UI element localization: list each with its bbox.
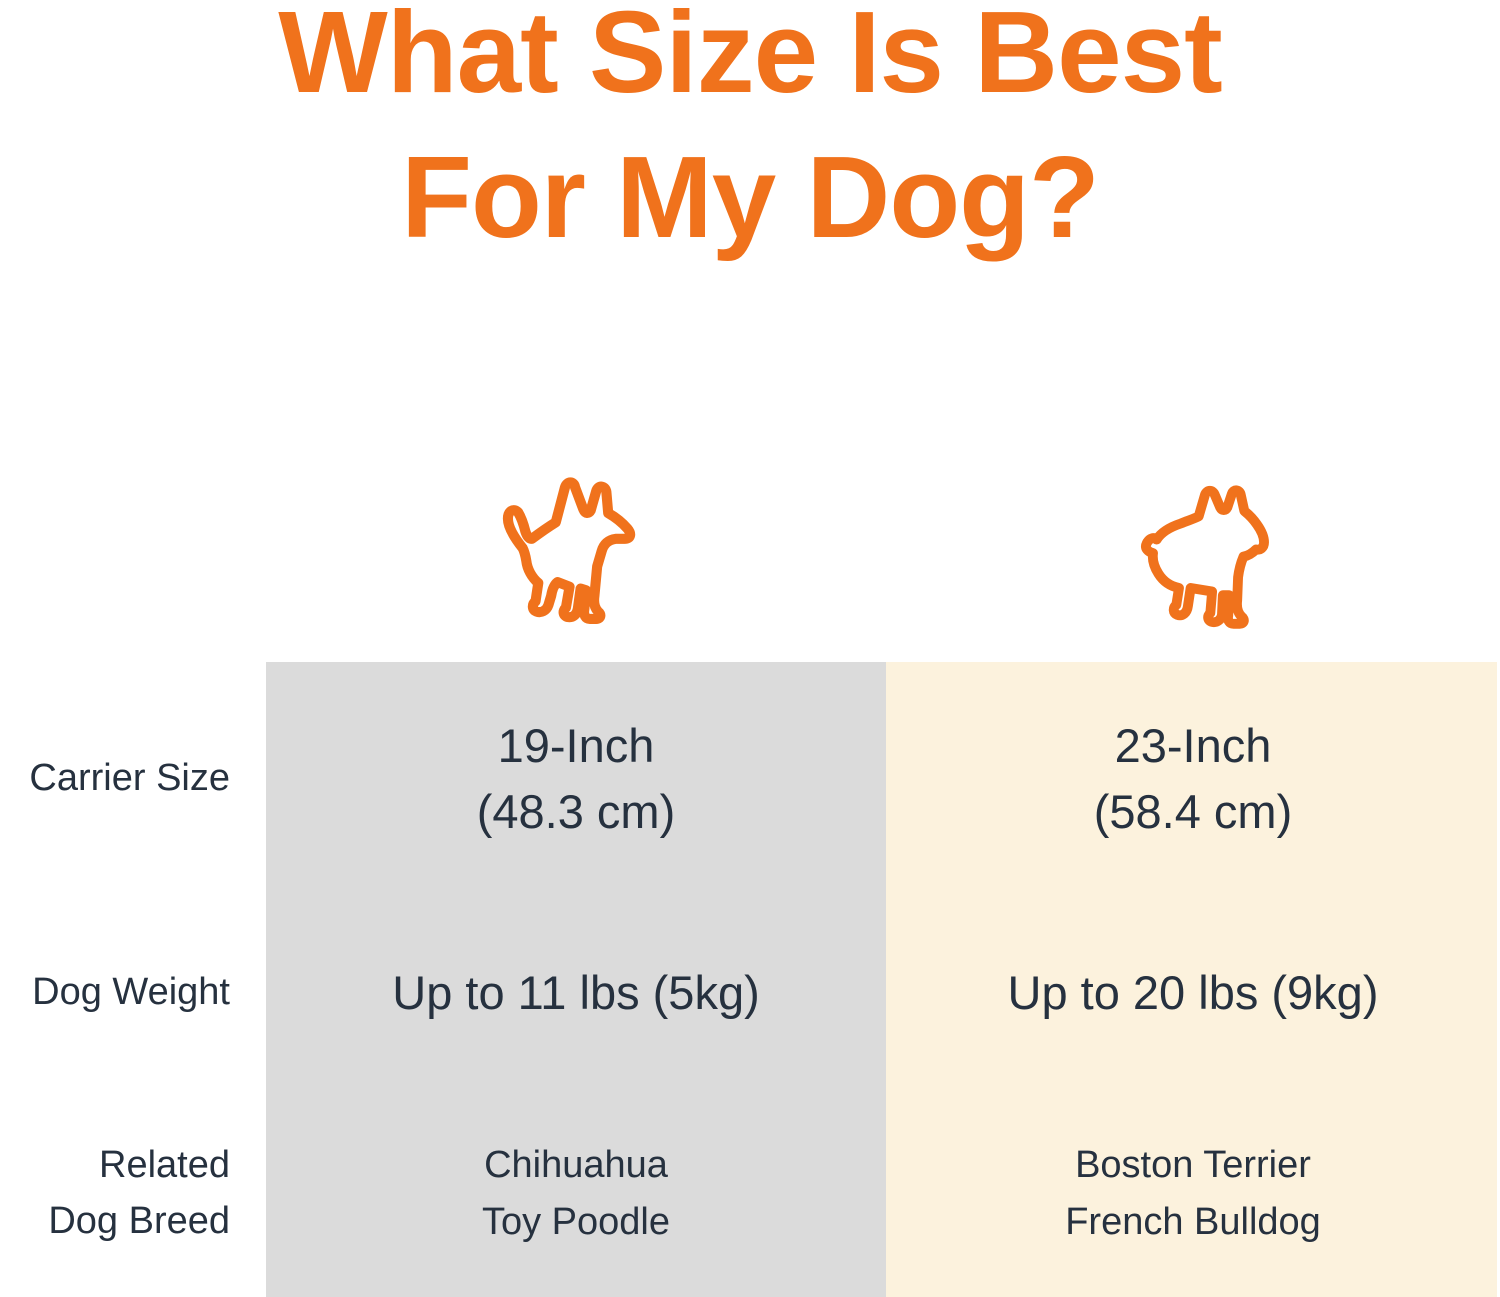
left-dog-weight-cell: Up to 11 lbs (5kg)	[266, 895, 886, 1090]
right-breed-cell: Boston Terrier French Bulldog	[886, 1090, 1500, 1297]
right-dog-weight-cell: Up to 20 lbs (9kg)	[886, 895, 1500, 1090]
right-option-column-background	[886, 662, 1497, 1297]
left-breed-line2: Toy Poodle	[481, 1200, 670, 1243]
left-breed-line1: Chihuahua	[484, 1143, 668, 1186]
carrier-size-label: Carrier Size	[29, 756, 230, 799]
row-label-carrier-size: Carrier Size	[0, 662, 266, 895]
chihuahua-outline-icon	[502, 477, 636, 624]
related-breed-label-line1: Related	[99, 1144, 230, 1187]
left-carrier-size-value: 19-Inch	[497, 718, 655, 772]
medium-dog-icon-wrap	[1102, 476, 1290, 648]
page-title: What Size Is Best For My Dog?	[0, 0, 1500, 270]
left-carrier-size-cell: 19-Inch (48.3 cm)	[266, 662, 886, 895]
page-title-line1: What Size Is Best	[278, 0, 1222, 117]
french-bulldog-outline-icon	[1141, 485, 1269, 629]
right-carrier-size-metric: (58.4 cm)	[1093, 784, 1293, 838]
page-title-line2: For My Dog?	[401, 132, 1100, 262]
row-label-related-breed: Related Dog Breed	[0, 1090, 266, 1297]
related-breed-label-line2: Dog Breed	[48, 1199, 230, 1242]
right-carrier-size-cell: 23-Inch (58.4 cm)	[886, 662, 1500, 895]
small-dog-icon-wrap	[484, 472, 668, 648]
right-carrier-size-value: 23-Inch	[1114, 718, 1272, 772]
dog-weight-label: Dog Weight	[32, 970, 230, 1013]
row-label-dog-weight: Dog Weight	[0, 895, 266, 1090]
left-carrier-size-metric: (48.3 cm)	[476, 784, 676, 838]
right-breed-line1: Boston Terrier	[1075, 1143, 1311, 1186]
left-breed-cell: Chihuahua Toy Poodle	[266, 1090, 886, 1297]
left-option-column-background	[266, 662, 886, 1297]
right-breed-line2: French Bulldog	[1065, 1200, 1321, 1243]
left-dog-weight-value: Up to 11 lbs (5kg)	[392, 965, 760, 1019]
comparison-table: Carrier Size 19-Inch (48.3 cm) 23-Inch (…	[0, 662, 1500, 1297]
right-dog-weight-value: Up to 20 lbs (9kg)	[1007, 965, 1379, 1019]
